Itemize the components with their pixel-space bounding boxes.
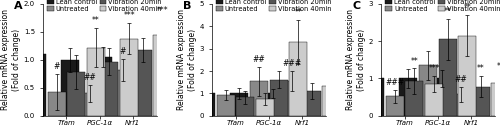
Bar (432, 78, 450, 116)
Bar (438, 39, 456, 116)
Legend: Lean control, Untreated, Vibration 20min, Vibration 40min: Lean control, Untreated, Vibration 20min… (46, 0, 162, 13)
Bar (120, 39, 138, 116)
Text: ###: ### (282, 59, 302, 68)
Bar (256, 99, 274, 116)
Bar (270, 80, 287, 116)
Bar (94, 57, 112, 116)
Bar (386, 96, 404, 116)
Bar (322, 86, 340, 116)
Bar (236, 97, 254, 116)
Bar (48, 92, 66, 116)
Text: **: ** (92, 16, 100, 25)
Text: #: # (120, 47, 126, 56)
Y-axis label: Relative mRNA expression
(Fold of change): Relative mRNA expression (Fold of change… (178, 9, 197, 110)
Text: ##: ## (252, 55, 266, 64)
Bar (472, 87, 490, 116)
Bar (230, 93, 248, 116)
Bar (406, 81, 423, 116)
Y-axis label: Relative mRNA expression
(Fold of change): Relative mRNA expression (Fold of change… (2, 9, 21, 110)
Legend: Lean control, Untreated, Vibration 20min, Vibration 40min: Lean control, Untreated, Vibration 20min… (384, 0, 500, 13)
Bar (492, 83, 500, 116)
Text: ***: *** (124, 11, 135, 20)
Bar (81, 93, 99, 116)
Text: ##: ## (455, 75, 468, 84)
Bar (425, 84, 443, 116)
Text: ###: ### (386, 78, 404, 87)
Legend: Lean control, Untreated, Vibration 20min, Vibration 40min: Lean control, Untreated, Vibration 20min… (216, 0, 332, 13)
Bar (114, 70, 132, 116)
Bar (400, 78, 417, 116)
Text: **: ** (464, 3, 471, 12)
Bar (28, 54, 46, 116)
Bar (452, 94, 470, 116)
Text: ***: *** (428, 64, 440, 73)
Bar (289, 42, 307, 116)
Bar (216, 95, 234, 116)
Text: **: ** (444, 7, 452, 16)
Text: ***: *** (156, 6, 168, 15)
Text: #: # (54, 62, 60, 71)
Text: B: B (183, 1, 192, 11)
Bar (134, 50, 152, 116)
Bar (250, 81, 268, 116)
Text: **: ** (477, 65, 485, 73)
Bar (283, 81, 301, 116)
Bar (154, 35, 172, 116)
Text: A: A (14, 1, 22, 11)
Bar (264, 93, 281, 116)
Bar (197, 93, 215, 116)
Text: ##: ## (84, 73, 96, 82)
Bar (419, 65, 437, 116)
Text: **: ** (496, 62, 500, 71)
Bar (366, 78, 384, 116)
Bar (100, 62, 118, 116)
Text: C: C (352, 1, 360, 11)
Text: **: ** (294, 8, 302, 17)
Bar (458, 36, 476, 116)
Y-axis label: Relative mRNA expression
(Fold of change): Relative mRNA expression (Fold of change… (346, 9, 366, 110)
Text: **: ** (410, 57, 418, 66)
Bar (87, 48, 105, 116)
Bar (303, 91, 321, 116)
Bar (61, 60, 79, 116)
Bar (67, 72, 86, 116)
